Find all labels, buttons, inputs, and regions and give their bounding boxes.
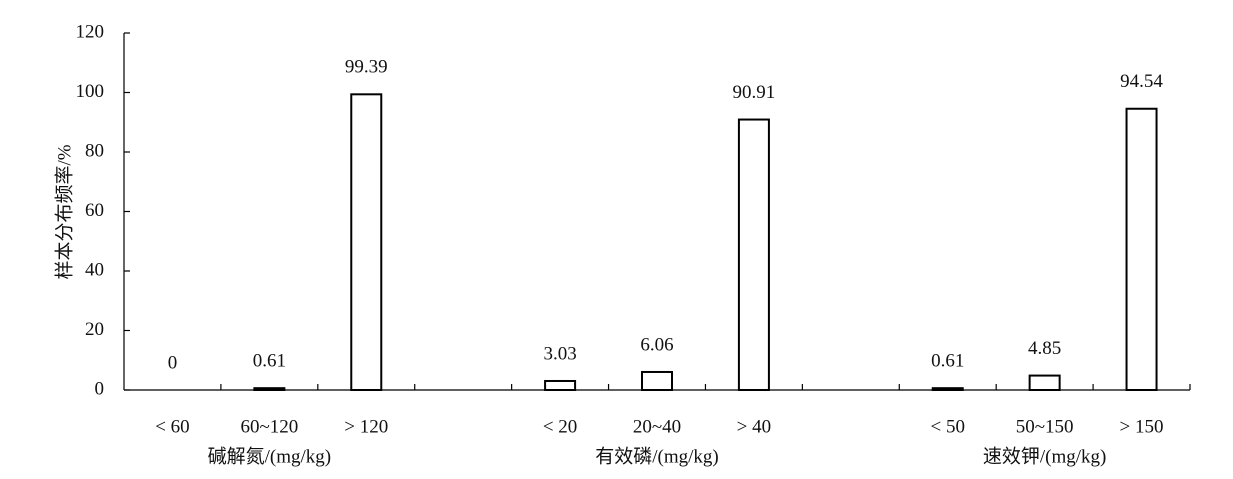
value-label: 0.61 — [253, 351, 286, 372]
x-tick-label: > 40 — [737, 416, 771, 437]
y-tick-label: 120 — [76, 21, 105, 42]
bar — [350, 93, 383, 391]
y-tick-label: 80 — [85, 140, 104, 161]
bar — [544, 379, 577, 391]
bar — [253, 387, 286, 391]
bar — [1028, 374, 1061, 392]
x-tick-label: < 50 — [930, 416, 964, 437]
y-tick-label: 20 — [85, 319, 104, 340]
value-label: 99.39 — [345, 57, 388, 78]
bar — [931, 387, 964, 391]
value-label: 0.61 — [931, 351, 964, 372]
group-label: 有效磷/(mg/kg) — [595, 445, 719, 467]
bar — [737, 118, 770, 391]
group-label: 碱解氮/(mg/kg) — [208, 445, 332, 467]
value-label: 94.54 — [1120, 71, 1163, 92]
bar — [641, 370, 673, 391]
value-label: 6.06 — [640, 334, 673, 355]
value-label: 90.91 — [733, 82, 776, 103]
x-tick-label: 20~40 — [633, 416, 681, 437]
value-label: 3.03 — [543, 343, 576, 364]
y-tick-label: 40 — [85, 259, 104, 280]
x-tick-label: < 60 — [155, 416, 189, 437]
y-axis-label: 样本分布频率/% — [53, 144, 75, 279]
group-label: 速效钾/(mg/kg) — [983, 445, 1107, 467]
x-tick-label: > 150 — [1120, 416, 1164, 437]
value-label: 0 — [168, 352, 178, 373]
bar — [1125, 107, 1158, 391]
y-tick-label: 100 — [76, 81, 105, 102]
x-tick-label: < 20 — [543, 416, 577, 437]
value-label: 4.85 — [1028, 338, 1061, 359]
x-tick-label: 60~120 — [240, 416, 298, 437]
x-tick-label: > 120 — [344, 416, 388, 437]
y-tick-label: 0 — [95, 378, 105, 399]
x-tick-label: 50~150 — [1016, 416, 1074, 437]
y-tick-label: 60 — [85, 200, 104, 221]
